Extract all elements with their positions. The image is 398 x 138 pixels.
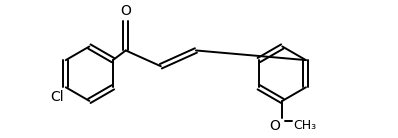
Text: Cl: Cl [50, 90, 64, 104]
Text: CH₃: CH₃ [293, 119, 316, 132]
Text: O: O [270, 119, 281, 133]
Text: O: O [120, 4, 131, 18]
